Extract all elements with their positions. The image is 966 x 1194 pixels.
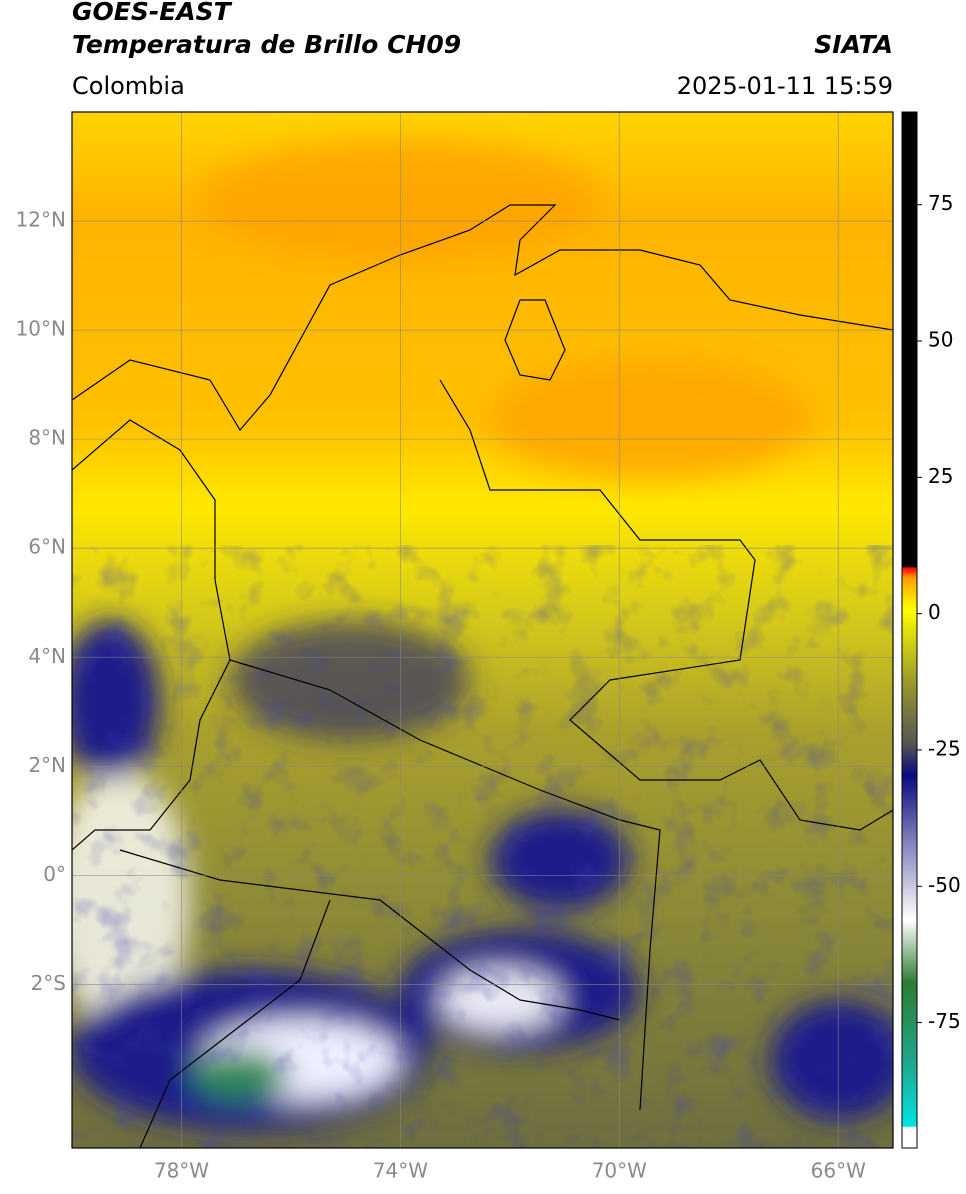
- lon-tick-label: 74°W: [373, 1159, 428, 1183]
- lat-tick-label: 2°N: [28, 753, 66, 777]
- title: Temperatura de Brillo CH09: [72, 30, 461, 59]
- map-frame: [71, 111, 894, 1149]
- colorbar-tick-label: 25: [928, 464, 953, 488]
- colorbar: [901, 111, 918, 1149]
- boundaries: [72, 204, 893, 1148]
- colorbar-tick-label: -50: [928, 873, 961, 897]
- lat-tick-label: 4°N: [28, 644, 66, 668]
- colorbar-tick-label: 0: [928, 600, 941, 624]
- lon-tick-label: 78°W: [154, 1159, 209, 1183]
- colorbar-tick-label: 75: [928, 191, 953, 215]
- lat-tick-label: 12°N: [16, 208, 66, 232]
- lat-tick-label: 8°N: [28, 426, 66, 450]
- datetime: 2025-01-11 15:59: [677, 72, 893, 100]
- colorbar-tick-label: 50: [928, 328, 953, 352]
- graticule: [72, 112, 893, 1148]
- imagery: [72, 112, 893, 1148]
- colorbar-tick-label: -25: [928, 736, 961, 760]
- lon-tick-label: 66°W: [811, 1159, 866, 1183]
- lon-tick-label: 70°W: [592, 1159, 647, 1183]
- product: GOES-EAST: [72, 0, 233, 26]
- colorbar-tick-label: -75: [928, 1009, 961, 1033]
- lat-tick-label: 10°N: [16, 317, 66, 341]
- lat-tick-label: 0°: [43, 862, 66, 886]
- region: Colombia: [72, 72, 185, 100]
- lat-tick-label: 6°N: [28, 535, 66, 559]
- lat-tick-label: 2°S: [31, 971, 66, 995]
- source: SIATA: [814, 30, 893, 59]
